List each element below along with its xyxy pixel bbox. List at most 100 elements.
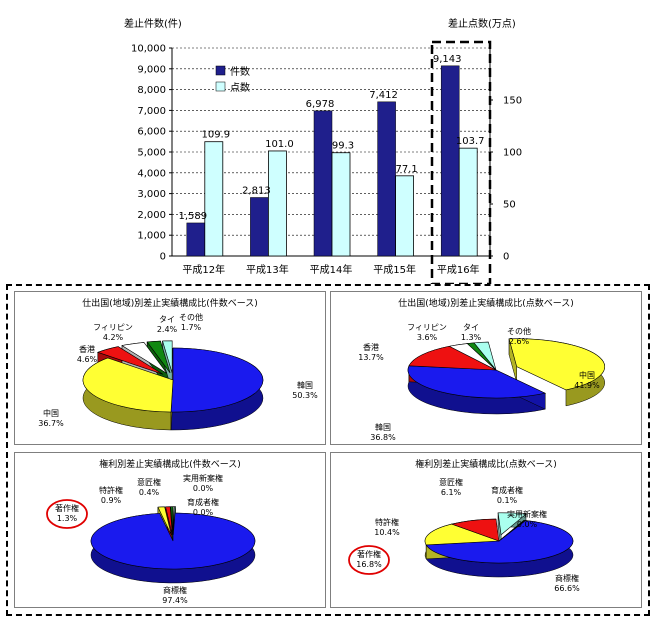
pie-label-value: 36.8% — [370, 433, 396, 442]
left-tick-label: 7,000 — [137, 106, 166, 117]
pie-label-name: フィリピン — [407, 323, 447, 332]
left-tick-label: 4,000 — [137, 168, 166, 179]
category-labels: 平成12年 平成13年 平成14年 平成15年 平成16年 — [182, 263, 479, 276]
pie-label-value: 0.9% — [101, 496, 122, 505]
data-label-count: 1,589 — [178, 211, 207, 222]
pie-slice-2 — [165, 506, 173, 535]
pie-title: 権利別差止実績構成比(点数ベース) — [415, 458, 557, 470]
pie-slice-5 — [498, 520, 527, 542]
pie-label-value: 2.6% — [509, 337, 530, 346]
pie-slice-3 — [497, 512, 527, 536]
pie-slice-1 — [424, 523, 500, 546]
bar-count-2 — [313, 110, 333, 257]
pie-tops — [82, 340, 264, 413]
legend-label-points: 点数 — [230, 81, 250, 94]
category-label: 平成14年 — [310, 263, 353, 276]
right-tick-labels: 0 50 100 150 — [490, 96, 522, 263]
pie-panel-origin-count: 仕出国(地域)別差止実績構成比(件数ベース) 韓国 50.3% 中国 36.7% 香港 4.… — [14, 291, 326, 445]
pie-panel-right-points: 権利別差止実績構成比(点数ベース) 商標権 66.6% 著作権 16.8% 特許権 10.4… — [330, 452, 642, 608]
pie-label-value: 13.7% — [358, 353, 384, 362]
right-tick-label: 0 — [503, 252, 509, 263]
pie-label-value: 97.4% — [162, 596, 188, 605]
pie-label-name: 特許権 — [99, 485, 123, 495]
left-tick-label: 6,000 — [137, 127, 166, 138]
left-tick-label: 2,000 — [137, 210, 166, 221]
bar-points-2 — [331, 152, 351, 257]
pie-slice-1 — [157, 506, 172, 535]
pie-label-value: 1.3% — [57, 514, 78, 523]
pie-panel-origin-points: 仕出国(地域)別差止実績構成比(点数ベース) 中国 41.9% 韓国 36.8% 香港 13… — [330, 291, 642, 445]
bar-points-4 — [458, 147, 478, 257]
data-label-points: 101.0 — [265, 139, 294, 150]
data-label-count: 7,412 — [369, 90, 398, 101]
category-label: 平成13年 — [246, 263, 289, 276]
h16-highlight-box — [430, 40, 492, 284]
pie-slice-3 — [121, 342, 168, 374]
highlight-circle — [348, 545, 390, 575]
pie-label-value: 4.6% — [77, 355, 98, 364]
pie-label-name: 著作権 — [357, 549, 381, 559]
pie-slice-0 — [90, 512, 256, 570]
pie-chart-1: 仕出国(地域)別差止実績構成比(件数ベース)韓国50.3%中国36.7%香港4.… — [38, 297, 318, 431]
left-tick-label: 3,000 — [137, 189, 166, 200]
pie-title: 権利別差止実績構成比(件数ベース) — [99, 458, 241, 470]
left-axis-title: 差止件数(件) — [124, 17, 182, 30]
pie-label-name: 意匠権 — [439, 477, 463, 487]
pie-label-value: 6.1% — [441, 488, 462, 497]
pie-label-name: フィリピン — [93, 323, 133, 332]
pie-label-4: タイ2.4% — [157, 315, 178, 334]
bar-points-0 — [204, 141, 224, 257]
pie-slice-5 — [162, 340, 173, 373]
pie-label-name: その他 — [179, 312, 203, 322]
legend-swatch-count — [215, 65, 226, 76]
pie-label-value: 66.6% — [554, 584, 580, 593]
pie-tops — [90, 506, 256, 570]
right-tick-label: 150 — [503, 96, 522, 107]
pie-label-2: 香港4.6% — [77, 344, 98, 364]
pie-label-value: 3.6% — [417, 333, 438, 342]
left-tick-label: 5,000 — [137, 148, 166, 159]
pie-label-name: 育成者権 — [187, 497, 219, 507]
data-label-points: 99.3 — [332, 141, 354, 152]
pie-label-name: 実用新案権 — [183, 473, 223, 483]
left-tick-label: 1,000 — [137, 231, 166, 242]
right-axis-title: 差止点数(万点) — [448, 17, 516, 30]
pie-label-name: 商標権 — [163, 585, 187, 595]
data-label-points: 77.1 — [395, 164, 417, 175]
pie-slice-5 — [473, 341, 497, 371]
left-tick-label: 8,000 — [137, 85, 166, 96]
pie-label-value: 41.9% — [574, 381, 600, 390]
pie-label-name: 商標権 — [555, 573, 579, 583]
legend-label-count: 件数 — [230, 65, 250, 78]
pie-label-value: 0.0% — [517, 520, 538, 529]
left-tick-label: 10,000 — [131, 44, 166, 55]
pie-label-name: 著作権 — [55, 503, 79, 513]
pie-label-name: 意匠権 — [137, 477, 161, 487]
bar-count-4 — [440, 65, 460, 257]
bar-points-1 — [267, 150, 287, 257]
legend: 件数 点数 — [215, 65, 250, 94]
pie-slice-0 — [170, 347, 264, 413]
bar-count-1 — [250, 197, 269, 257]
pie-label-value: 50.3% — [292, 391, 318, 400]
pie-slice-2 — [408, 345, 497, 371]
data-label-points: 103.7 — [456, 136, 485, 147]
